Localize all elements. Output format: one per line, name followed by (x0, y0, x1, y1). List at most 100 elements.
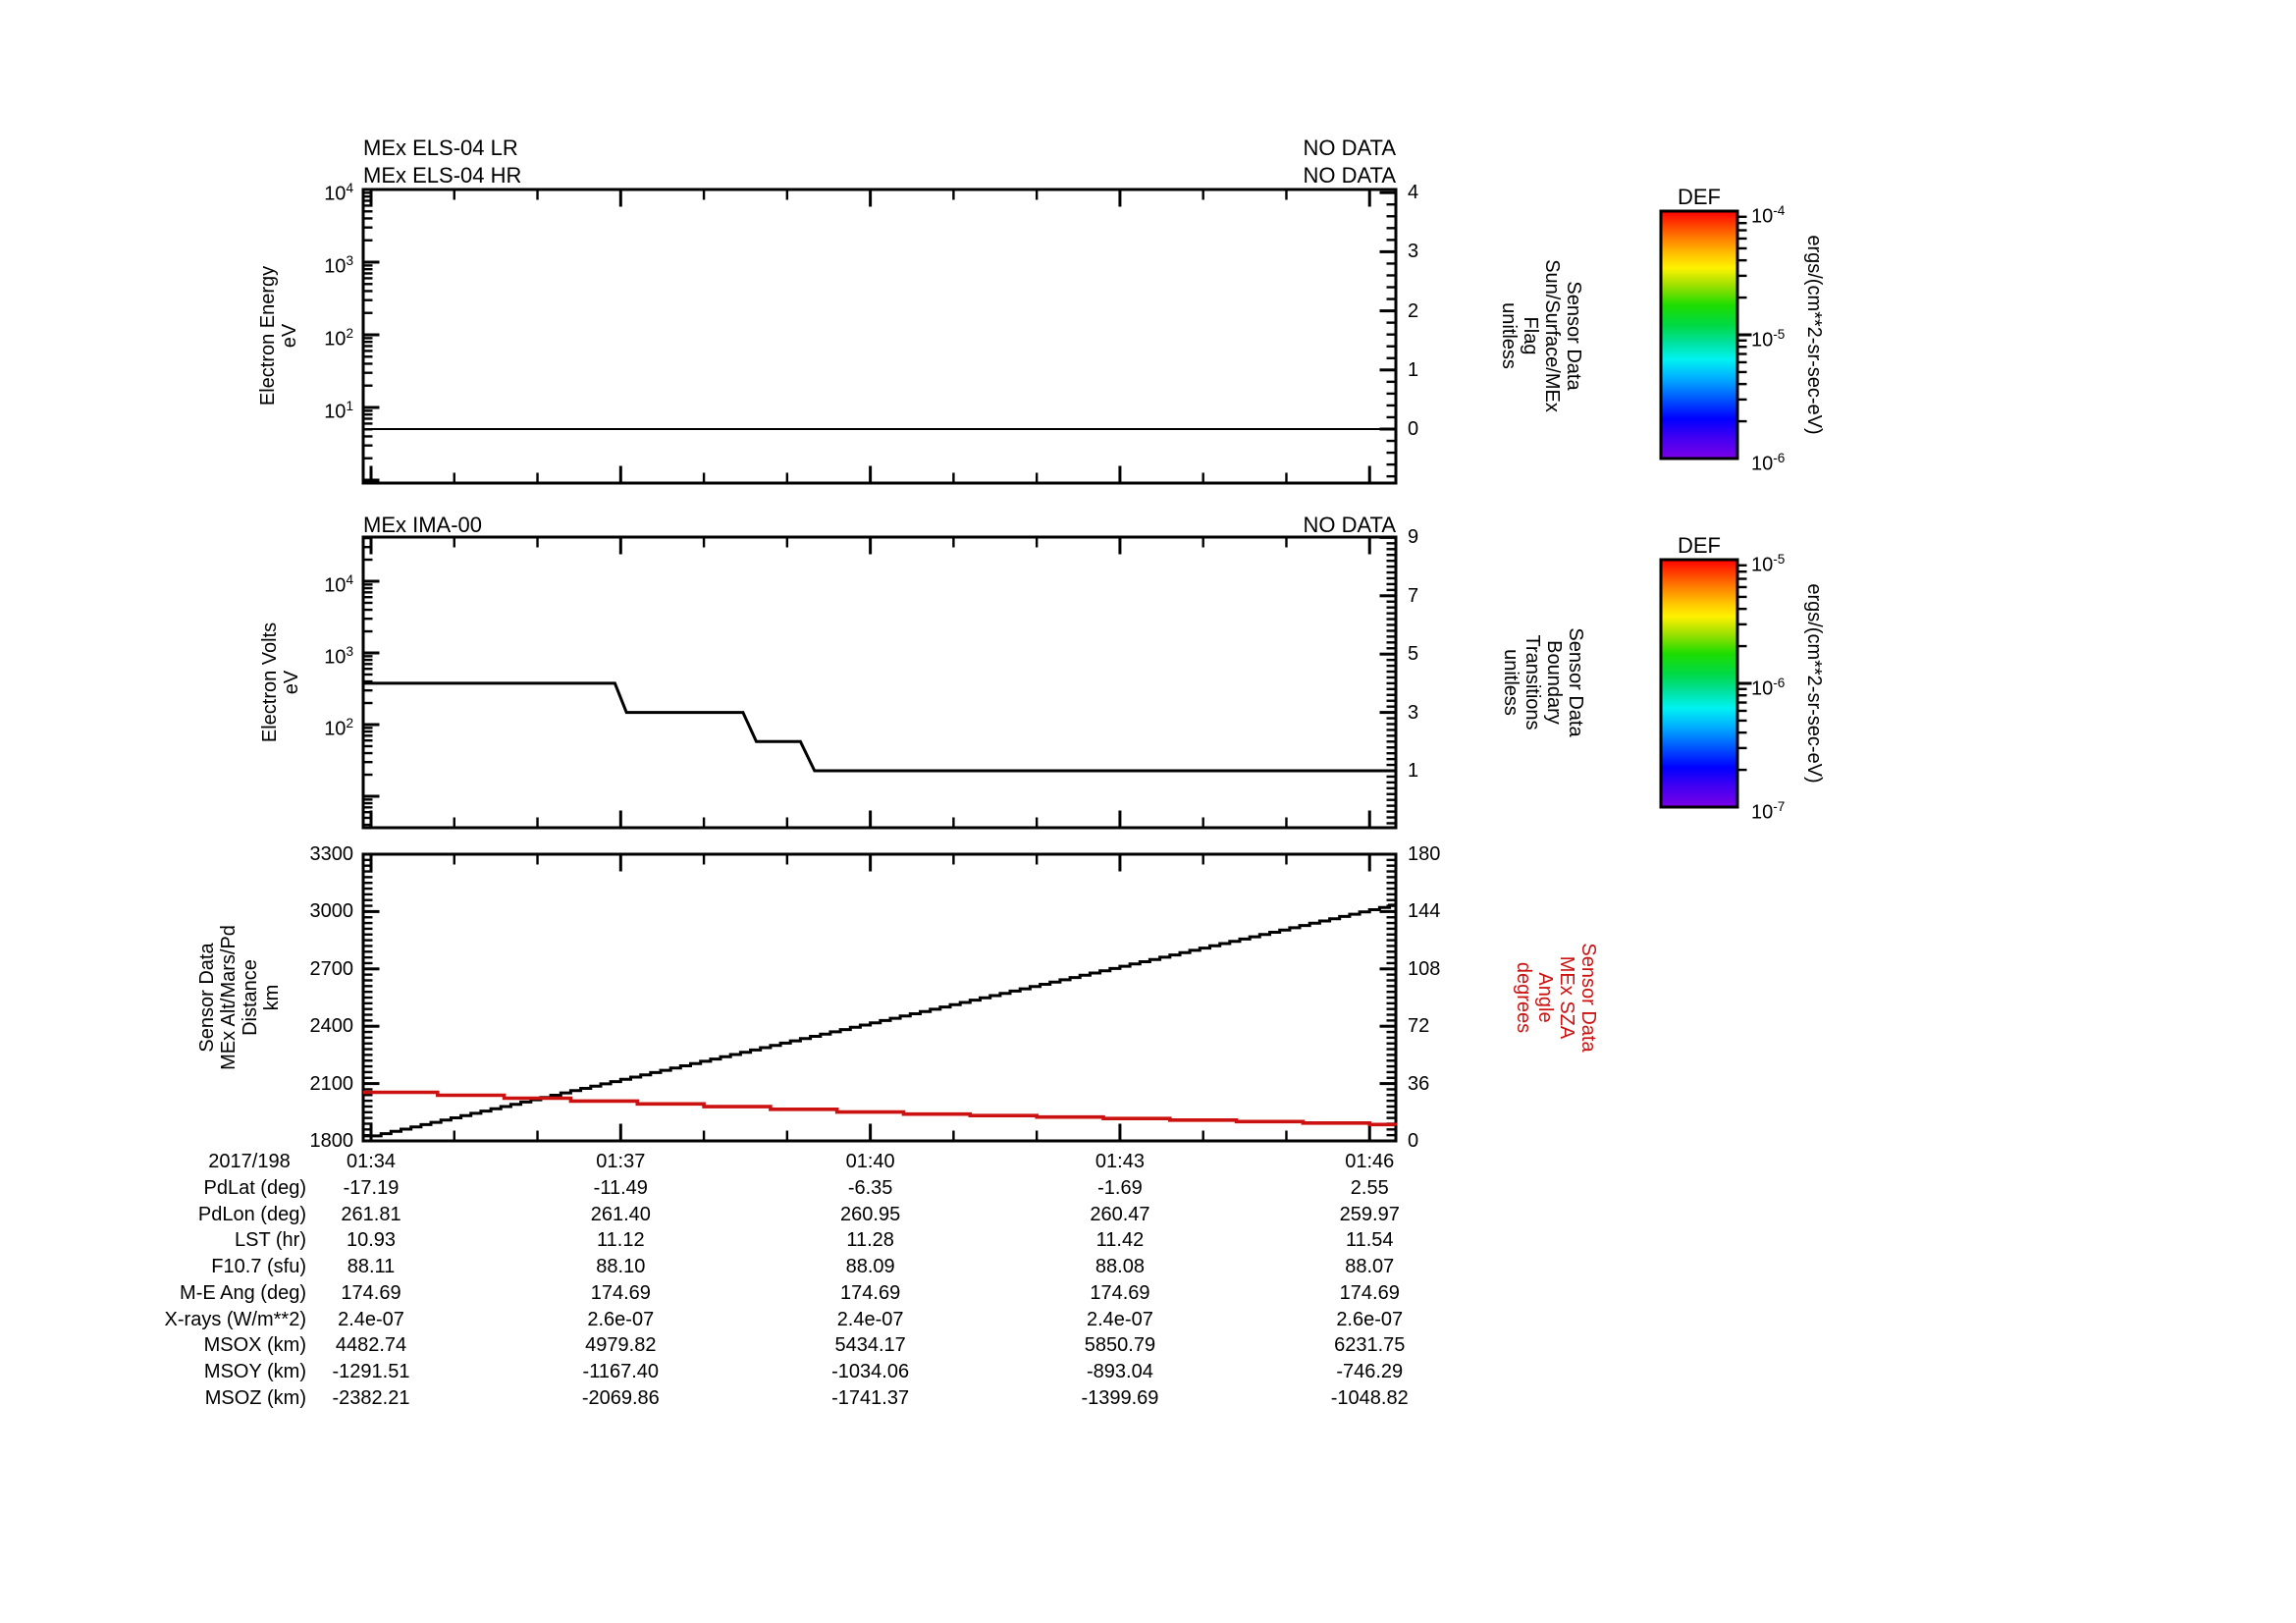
table-cell: 261.81 (341, 1203, 401, 1225)
panel3-right-tick-label: 180 (1408, 843, 1441, 865)
colorbar-tick-label: 10-5 (1751, 327, 1786, 352)
panel1-right-tick-label: 2 (1408, 299, 1419, 322)
axis-label-line: Sensor Data (1563, 281, 1584, 391)
table-cell: 259.97 (1339, 1203, 1400, 1225)
colorbar2-title: DEF (1678, 533, 1721, 558)
table-cell: -1741.37 (831, 1386, 910, 1409)
panel2-right-axis-label: Sensor Data Boundary Transitions unitles… (1500, 627, 1586, 736)
axis-label-line: Sensor Data (1577, 943, 1599, 1053)
axis-label-line: unitless (1500, 649, 1522, 716)
x-tick-label: 01:46 (1345, 1151, 1395, 1172)
table-cell: -11.49 (593, 1177, 648, 1199)
axis-label-line: Distance (240, 959, 261, 1036)
table-cell: 88.08 (1095, 1256, 1145, 1278)
x-tick-label: 01:37 (596, 1151, 646, 1172)
panel1-title-lr: MEx ELS-04 LR (363, 135, 518, 160)
table-cell: 2.4e-07 (836, 1308, 904, 1330)
panel3-right-tick-label: 108 (1408, 957, 1441, 980)
table-row-label: MSOY (km) (203, 1360, 306, 1382)
panel2-title: MEx IMA-00 (363, 513, 483, 537)
table-row-label: MSOX (km) (203, 1334, 306, 1357)
panel3-y-tick-label: 3000 (309, 900, 354, 923)
table-cell: 4482.74 (335, 1334, 407, 1357)
table-cell: 4979.82 (585, 1334, 657, 1357)
panel3-y-tick-label: 1800 (309, 1130, 354, 1152)
table-cell: 174.69 (341, 1281, 401, 1304)
colorbar-2 (1659, 558, 1739, 809)
table-cell: -893.04 (1087, 1360, 1153, 1382)
panel1-y-tick-label: 102 (324, 326, 353, 351)
panel2-right-tick-label: 1 (1408, 760, 1419, 782)
table-cell: -6.35 (847, 1177, 893, 1199)
table-cell: -1167.40 (582, 1360, 660, 1382)
table-cell: 88.09 (845, 1256, 895, 1278)
table-cell: -1034.06 (831, 1360, 910, 1382)
table-cell: 6231.75 (1334, 1334, 1406, 1357)
table-cell: 174.69 (590, 1281, 651, 1304)
panel-frame-alt (361, 852, 1398, 1143)
panel3-right-tick-label: 72 (1408, 1015, 1430, 1038)
table-cell: 11.54 (1345, 1229, 1394, 1252)
table-cell: 2.6e-07 (1336, 1308, 1404, 1330)
colorbar1-title: DEF (1678, 185, 1721, 209)
x-tick-label: 01:34 (346, 1151, 397, 1172)
table-cell: 260.47 (1090, 1203, 1150, 1225)
table-cell: 88.10 (596, 1256, 646, 1278)
axis-label-line: Boundary (1543, 640, 1565, 725)
series-mex-sza-angle (363, 1090, 1398, 1127)
panel1-right-axis-label: Sensor Data Sun/Surface/MEx Flag unitles… (1498, 259, 1584, 412)
panel3-right-tick-label: 0 (1408, 1130, 1419, 1152)
table-cell: 261.40 (590, 1203, 651, 1225)
panel3-y-tick-label: 2400 (309, 1015, 354, 1038)
table-row-label: PdLat (deg) (203, 1177, 306, 1199)
table-row-label: F10.7 (sfu) (211, 1256, 306, 1278)
axis-label-line: Sun/Surface/MEx (1541, 259, 1563, 412)
panel3-y-axis-label: Sensor Data MEx Alt/Mars/Pd Distance km (196, 925, 283, 1070)
axis-label-line: MEx Alt/Mars/Pd (218, 925, 240, 1070)
axis-label-line: Angle (1534, 972, 1556, 1023)
date-label: 2017/198 (208, 1151, 291, 1172)
panel3-right-axis-label: Sensor Data MEx SZA Angle degrees (1513, 943, 1599, 1052)
table-cell: 88.07 (1345, 1256, 1395, 1278)
series-boundary-transitions (363, 681, 1396, 773)
table-cell: 11.28 (846, 1229, 894, 1252)
axis-label-line: Sensor Data (196, 943, 218, 1053)
panel1-y-tick-label: 101 (324, 399, 353, 423)
table-cell: 2.6e-07 (587, 1308, 655, 1330)
axis-label-line: MEx SZA (1556, 955, 1577, 1040)
panel3-y-tick-label: 3300 (309, 842, 354, 865)
panel1-right-tick-label: 3 (1408, 241, 1419, 263)
colorbar-tick-label: 10-7 (1751, 799, 1786, 824)
table-row-label: M-E Ang (deg) (180, 1281, 306, 1304)
panel3-y-tick-label: 2100 (309, 1072, 354, 1095)
table-cell: 5434.17 (834, 1334, 906, 1357)
table-cell: 2.4e-07 (1087, 1308, 1153, 1330)
table-cell: -17.19 (343, 1177, 400, 1199)
panel2-y-tick-label: 104 (324, 572, 353, 597)
axis-label-line: Electron Volts (259, 622, 281, 743)
x-tick-label: 01:43 (1095, 1151, 1145, 1172)
axis-label-line: Flag (1520, 316, 1541, 355)
axis-label-line: unitless (1498, 302, 1520, 369)
panel2-right-tick-label: 3 (1408, 701, 1419, 724)
table-cell: -2069.86 (581, 1386, 660, 1409)
table-row-label: PdLon (deg) (197, 1203, 306, 1225)
panel3-right-tick-label: 36 (1408, 1072, 1430, 1095)
panel3-y-tick-label: 2700 (309, 957, 354, 980)
table-cell: 11.12 (597, 1229, 645, 1252)
table-cell: 88.11 (347, 1256, 396, 1278)
table-cell: -2382.21 (332, 1386, 410, 1409)
table-cell: 2.4e-07 (338, 1308, 404, 1330)
axis-label-line: km (261, 984, 283, 1011)
panel2-status: NO DATA (1303, 513, 1396, 537)
series-mex-alt-mars-pd-distance (363, 903, 1397, 1138)
panel2-right-tick-label: 5 (1408, 643, 1419, 666)
panel2-y-tick-label: 103 (324, 644, 353, 669)
panel-frame-els (361, 188, 1398, 485)
table-cell: -1399.69 (1081, 1386, 1159, 1409)
panel1-status-lr: NO DATA (1303, 135, 1396, 160)
table-cell: 174.69 (1090, 1281, 1150, 1304)
axis-label-line: Sensor Data (1565, 627, 1586, 737)
table-cell: -746.29 (1336, 1360, 1404, 1382)
